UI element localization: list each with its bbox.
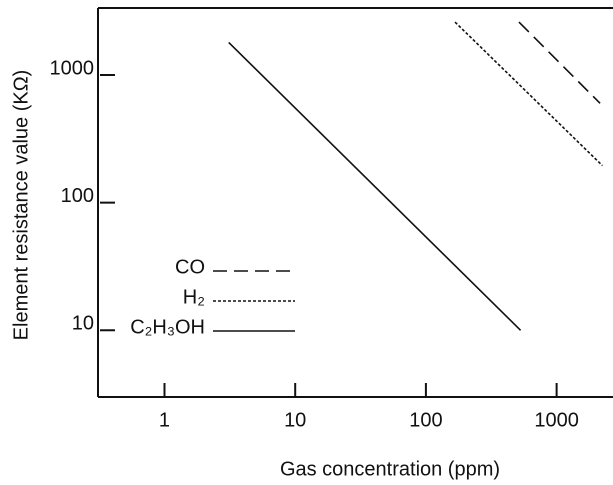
y-tick-label: 1000 [50, 57, 95, 79]
legend-label: C₂H₃OH [130, 316, 205, 338]
y-tick-label: 100 [61, 185, 94, 207]
x-tick-label: 10 [284, 409, 306, 431]
x-axis-label: Gas concentration (ppm) [280, 458, 500, 480]
series-line [228, 41, 522, 331]
y-tick-label: 10 [72, 313, 94, 335]
legend-label: CO [175, 256, 205, 278]
x-tick-label: 1000 [534, 409, 579, 431]
x-tick-label: 1 [159, 409, 170, 431]
legend-label: H₂ [183, 286, 205, 308]
x-tick-label: 100 [409, 409, 442, 431]
series-line [518, 21, 601, 104]
series-line [454, 21, 603, 167]
y-axis-label: Element resistance value (KΩ) [10, 70, 32, 341]
